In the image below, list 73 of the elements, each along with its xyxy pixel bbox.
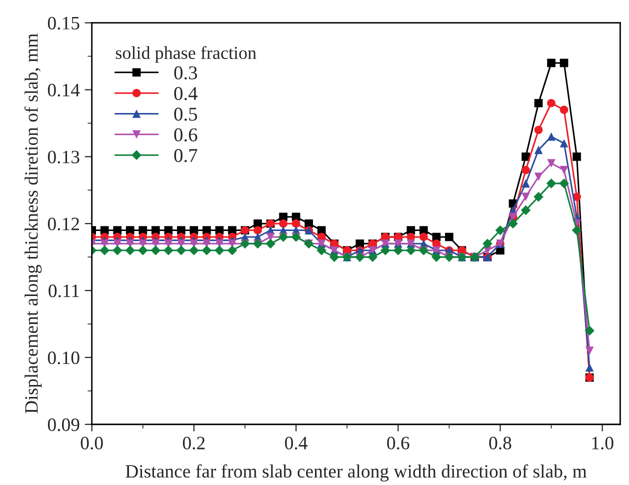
point [522,152,530,161]
x-tick-label: 0.4 [285,436,308,450]
y-tick-label: 0.15 [48,16,80,30]
point [189,245,199,256]
point [546,178,556,188]
point [547,159,556,168]
point [150,245,161,256]
y-tick-label: 0.14 [48,84,80,96]
point [585,363,594,372]
y-tick-label: 0.09 [48,418,80,432]
legend-title: solid phase fraction [116,46,256,63]
point [559,178,569,188]
point [329,252,340,262]
legend-label: 0.6 [174,128,198,142]
point [419,232,428,242]
legend-label: 0.4 [174,86,198,100]
y-tick-label: 0.13 [48,150,80,164]
point [572,225,582,236]
point [560,58,568,68]
point [522,179,530,188]
legend-label: 0.3 [174,66,198,80]
point [202,245,212,256]
point [534,172,543,181]
y-tick-label: 0.10 [48,351,80,364]
point [585,346,594,355]
x-tick-label: 0.6 [387,436,410,450]
point [534,146,543,154]
point [520,205,531,216]
point [176,245,186,256]
point [508,218,518,228]
point [138,245,148,256]
point [214,245,224,256]
legend-label: 0.7 [174,148,198,162]
y-axis-title: Displacement along thickness diretion of slab, mm [24,34,42,414]
point [368,252,378,262]
point [292,219,300,228]
point [380,245,390,256]
point [560,106,568,114]
point [547,58,556,68]
point [495,225,506,236]
point [125,245,136,256]
x-tick-label: 0.2 [182,436,205,450]
point [547,132,556,141]
point [164,245,174,256]
x-axis-title: Distance far from slab center along width direction of slab, m [126,464,587,482]
point [393,245,404,256]
point [406,245,416,256]
point [534,126,543,134]
point [254,226,262,234]
point [584,326,594,336]
point [522,166,530,174]
legend-label: 0.5 [174,108,198,121]
point [227,245,238,256]
x-tick-label: 1.0 [592,436,614,450]
point [316,245,326,256]
point [445,232,454,242]
y-tick-label: 0.11 [48,284,79,298]
point [432,252,442,262]
point [482,238,492,249]
y-tick-label: 0.12 [48,218,79,230]
point [100,245,110,256]
point [534,192,544,202]
point [560,166,568,174]
point [112,245,122,256]
x-tick-label: 0.8 [489,436,512,450]
point [547,98,556,108]
point [266,238,276,249]
point [522,192,530,201]
point [279,219,288,228]
x-tick-label: 0.0 [80,436,103,450]
point [534,98,543,108]
point [572,152,581,161]
point [560,139,568,148]
